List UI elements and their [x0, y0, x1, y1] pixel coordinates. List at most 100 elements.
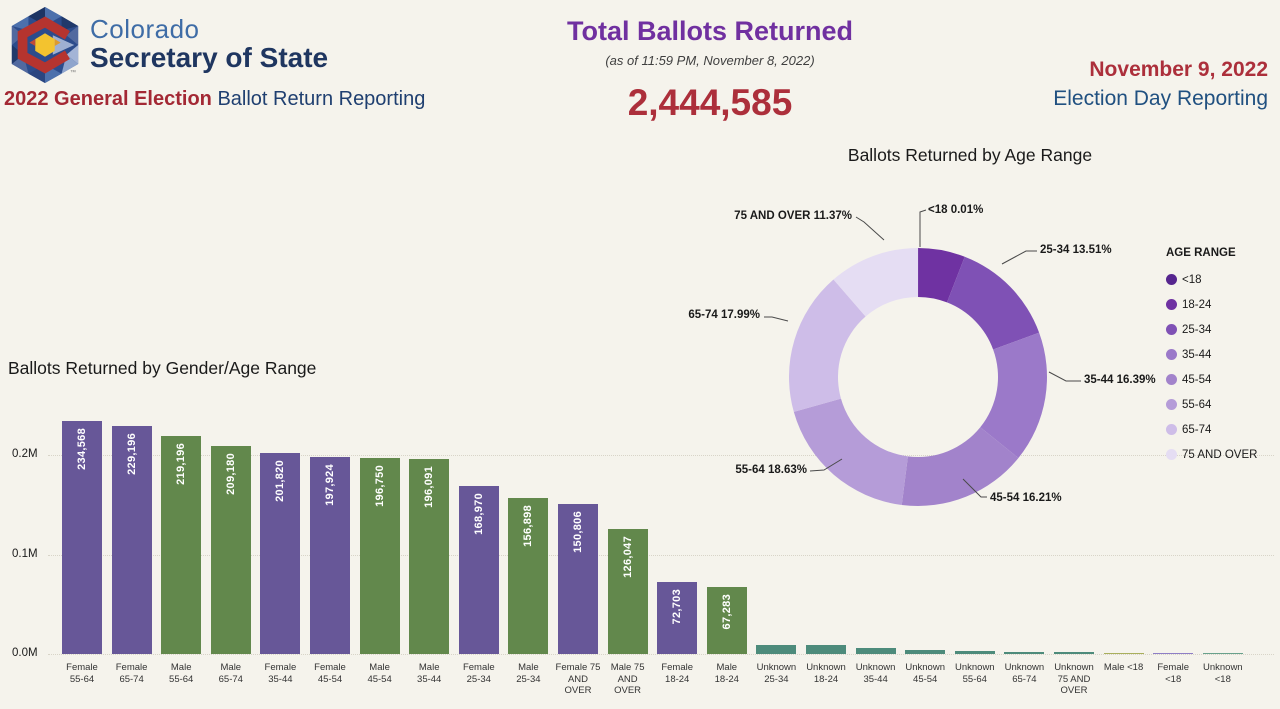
- legend-dot-icon: [1166, 324, 1177, 335]
- bar-category-label: Unknown <18: [1198, 662, 1248, 685]
- y-tick-0-0m: 0.0M: [12, 647, 38, 659]
- bar-category-line: 55-64: [169, 673, 194, 685]
- bar-unknown-18-24: [806, 645, 846, 654]
- bar-value-label: 67,283: [720, 594, 733, 630]
- bar-category-line: Male: [220, 662, 242, 673]
- legend-dot-icon: [1166, 299, 1177, 310]
- legend-label: 75 AND OVER: [1182, 448, 1258, 461]
- bar-category-line: 65-74: [1012, 673, 1037, 685]
- y-tick-0-2m: 0.2M: [12, 448, 38, 460]
- legend-item-25-34: 25-34: [1166, 317, 1257, 342]
- bar-category-line: 45-54: [913, 673, 938, 685]
- donut-segment-65-74: [788, 279, 866, 412]
- bar-category-label: Unknown 75 AND OVER: [1049, 662, 1099, 697]
- gridline-0-2m: [48, 455, 1274, 456]
- legend-dot-icon: [1166, 399, 1177, 410]
- legend-dot-icon: [1166, 274, 1177, 285]
- donut-label-25-34: 25-34 13.51%: [1040, 244, 1112, 256]
- bar-unknown-45-54: [905, 649, 946, 654]
- bar-category-line: 75 AND: [1057, 673, 1091, 685]
- bar-category-line: AND: [617, 673, 638, 685]
- legend-dot-icon: [1166, 374, 1177, 385]
- bar-category-label: Male 25-34: [503, 662, 553, 685]
- bar-category-label: Female 45-54: [305, 662, 355, 685]
- gridline-0-0m: [48, 654, 1274, 655]
- donut-label-65-74: 65-74 17.99%: [688, 309, 760, 321]
- bar-unknown-75-and-over: [1054, 652, 1094, 654]
- bar-category-line: Female: [462, 662, 495, 673]
- donut-chart-title: Ballots Returned by Age Range: [847, 145, 1093, 165]
- bar-chart-title: Ballots Returned by Gender/Age Range: [8, 358, 317, 378]
- bar-category-line: 45-54: [317, 673, 343, 685]
- gridline-0-1m: [48, 554, 1274, 556]
- legend-label: 25-34: [1182, 323, 1212, 336]
- bar-value-label: 156,898: [522, 504, 535, 547]
- bar-category-line: 25-34: [764, 673, 789, 685]
- donut-segment-18-24: [918, 248, 965, 303]
- bar-category-line: Female: [115, 662, 148, 673]
- bar-category-line: Male 75: [610, 662, 645, 673]
- bar-female-18: [1153, 652, 1194, 654]
- bar-category-line: 55-64: [962, 673, 987, 685]
- legend-item-75-and-over: 75 AND OVER: [1166, 442, 1257, 467]
- bar-category-line: OVER: [564, 685, 592, 696]
- report-type: Election Day Reporting: [1053, 87, 1268, 110]
- y-tick-0-1m: 0.1M: [12, 547, 38, 560]
- bar-category-line: Unknown: [954, 662, 995, 673]
- legend-label: 65-74: [1182, 423, 1212, 436]
- bar-category-line: Female: [1157, 662, 1190, 673]
- bar-category-label: Male 55-64: [156, 662, 206, 685]
- bar-category-line: AND: [567, 673, 589, 685]
- page-title-reporting: Ballot Return Reporting: [211, 88, 426, 110]
- bar-category-label: Unknown 18-24: [801, 662, 851, 685]
- bar-category-line: Female: [661, 662, 694, 673]
- legend-label: <18: [1182, 273, 1202, 286]
- brand-secretary-of-state: Secretary of State: [90, 42, 329, 73]
- bar-category-line: Unknown: [806, 662, 846, 673]
- report-date: November 9, 2022: [1089, 58, 1268, 81]
- bar-unknown-25-34: [756, 645, 797, 654]
- legend-item-65-74: 65-74: [1166, 417, 1257, 442]
- bar-category-label: Male 75 AND OVER: [603, 662, 653, 697]
- bar-female-65-74: 229,196: [111, 425, 152, 654]
- bar-male-18: [1103, 652, 1144, 654]
- bar-category-label: Female 75 AND OVER: [553, 662, 603, 697]
- bar-category-line: Male: [170, 662, 192, 673]
- legend-dot-icon: [1166, 349, 1177, 360]
- bar-female-18-24: 72,703: [657, 581, 698, 654]
- bar-female-25-34: 168,970: [458, 485, 499, 654]
- bar-value-label: 209,180: [224, 452, 237, 495]
- bar-category-line: Male: [369, 662, 390, 673]
- bar-value-label: 126,047: [621, 535, 634, 578]
- bar-value-label: 196,091: [423, 465, 436, 508]
- bar-category-label: Unknown 55-64: [950, 662, 1000, 685]
- legend-item-55-64: 55-64: [1166, 392, 1257, 417]
- bar-category-line: <18: [1214, 673, 1231, 685]
- colorado-sos-logo-icon: [11, 6, 79, 84]
- bar-male-18-24: 67,283: [706, 587, 747, 654]
- bar-female-55-64: 234,568: [62, 420, 102, 654]
- donut-label-18: <18 0.01%: [928, 204, 984, 216]
- bar-category-label: Male 18-24: [702, 662, 752, 685]
- bar-category-line: Unknown: [1202, 662, 1243, 673]
- bar-category-line: OVER: [1060, 685, 1088, 696]
- bar-unknown-65-74: [1004, 651, 1045, 654]
- donut-segment-35-44: [980, 332, 1047, 458]
- bar-category-line: OVER: [614, 685, 642, 696]
- bar-male-55-64: 219,196: [161, 435, 202, 654]
- bar-male-45-54: 196,750: [359, 458, 400, 654]
- bar-category-label: Female 65-74: [107, 662, 157, 685]
- bar-category-line: 35-44: [863, 673, 888, 685]
- bar-category-line: 65-74: [119, 673, 144, 685]
- bar-category-line: 65-74: [218, 673, 243, 685]
- legend-label: 35-44: [1182, 348, 1212, 361]
- donut-label-75-and-over: 75 AND OVER 11.37%: [734, 210, 852, 222]
- legend-item-45-54: 45-54: [1166, 367, 1257, 392]
- donut-segment-25-34: [946, 256, 1040, 350]
- bar-category-line: 18-24: [813, 673, 839, 685]
- bar-category-line: Female: [66, 662, 98, 673]
- bar-category-line: Female: [264, 662, 297, 673]
- page-title-election: 2022 General Election: [4, 88, 212, 110]
- bar-category-line: Female 75: [555, 662, 601, 673]
